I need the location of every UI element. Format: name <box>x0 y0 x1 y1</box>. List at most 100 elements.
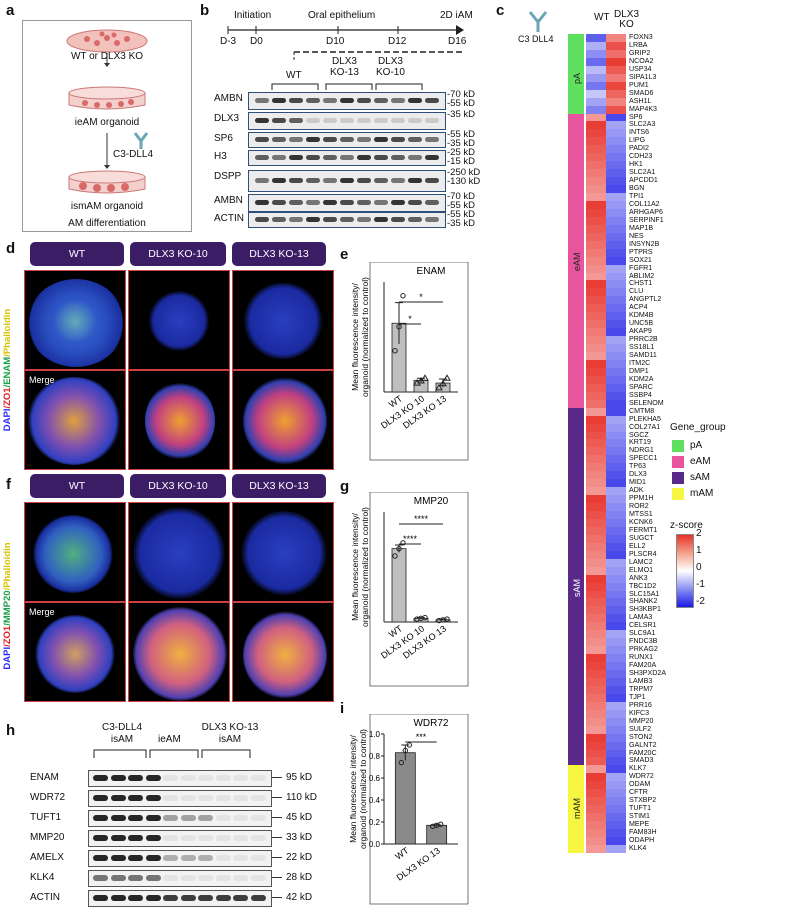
y-tick-label: 0.4 <box>369 796 381 805</box>
heatmap-cell <box>606 725 626 734</box>
heatmap-gene-label: MMP20 <box>629 716 654 725</box>
chart-ylabel: Mean fluorescence intensity/organoid (no… <box>348 729 368 849</box>
heatmap-cell <box>606 836 626 846</box>
heatmap-gene-label: INSYN2B <box>629 239 660 248</box>
heatmap-cell <box>586 630 606 639</box>
heatmap-gene-label: NCOA2 <box>629 56 654 65</box>
heatmap-cell <box>606 89 626 98</box>
blot-h-kd: 22 kD <box>286 852 313 863</box>
image-f-wt-merge: Merge <box>24 602 126 702</box>
blot-h-row-label: AMELX <box>30 852 64 863</box>
heatmap-gene-label: MAP1B <box>629 223 654 232</box>
day-label: D0 <box>250 36 263 47</box>
significance-label: * <box>419 292 423 302</box>
heatmap-gene-label: SAMD11 <box>629 351 657 359</box>
header-ko13: DLX3 KO-13 <box>232 474 326 498</box>
heatmap-cell <box>586 622 606 631</box>
heatmap-cell <box>606 701 626 711</box>
zscore-colorbar <box>676 534 694 608</box>
blot-b-row-label: AMBN <box>214 93 243 104</box>
heatmap-cell <box>606 288 626 297</box>
heatmap-cell <box>606 129 626 138</box>
blot-b-kd: -250 kD <box>447 167 481 178</box>
heatmap-gene-label: CFTR <box>629 788 648 797</box>
heatmap-cell <box>586 765 606 774</box>
heatmap-cell <box>586 773 606 782</box>
heatmap-gene-label: SH3KBP1 <box>629 605 661 614</box>
heatmap-gene-label: NES <box>629 231 644 240</box>
heatmap-gene-label: ASH1L <box>629 96 652 105</box>
blot-h-row-label: ACTIN <box>30 892 60 903</box>
chart-e: Mean fluorescence intensity/organoid (no… <box>350 262 469 461</box>
heatmap-cell <box>586 304 606 313</box>
heatmap-cell <box>606 733 626 742</box>
blot-h-row-label: WDR72 <box>30 792 66 803</box>
heatmap-cell <box>606 121 626 130</box>
heatmap-cell <box>586 185 606 194</box>
heatmap-cell <box>606 606 626 615</box>
heatmap-cell <box>606 717 626 726</box>
heatmap-cell <box>606 685 626 695</box>
h-group3-label: DLX3 KO-13 isAM <box>201 722 259 745</box>
heatmap-gene-label: KDM4B <box>629 311 654 320</box>
heatmap-cell <box>586 463 606 472</box>
heatmap-cell <box>606 216 626 226</box>
image-f-wt-mmp20 <box>24 502 126 602</box>
heatmap-cell <box>586 471 606 480</box>
heatmap-cell <box>606 789 626 798</box>
heatmap-cell <box>586 781 606 790</box>
heatmap-cell <box>606 662 626 671</box>
legend-swatch <box>672 472 684 484</box>
heatmap-gene-label: LAMA3 <box>629 613 653 622</box>
heatmap-cell <box>586 725 606 734</box>
heatmap-gene-label: FOXN3 <box>629 33 653 41</box>
panel-f-label: f <box>6 476 11 493</box>
heatmap-gene-label: SLC9A1 <box>629 629 656 638</box>
heatmap-cell <box>606 49 626 59</box>
blot-h-kd: 42 kD <box>286 892 313 903</box>
heatmap-cell <box>586 423 606 432</box>
group-ko13-label: DLX3 KO-13 <box>330 56 359 78</box>
heatmap-cell <box>586 487 606 496</box>
blot-h-kd: 45 kD <box>286 812 313 823</box>
panel-b-label: b <box>200 2 210 19</box>
heatmap-cell <box>586 193 606 202</box>
heatmap-cell <box>586 169 606 178</box>
header-wt: WT <box>30 474 124 498</box>
heatmap-cell <box>586 73 606 82</box>
heatmap-gene-label: PPM1H <box>629 494 654 503</box>
oral-epithelium-label: Oral epithelium <box>308 10 376 21</box>
bar <box>394 752 416 845</box>
heatmap-gene-label: BGN <box>629 184 645 193</box>
heatmap-gene-label: CELSR1 <box>629 621 657 630</box>
heatmap-cell <box>606 503 626 512</box>
data-point <box>402 747 409 754</box>
image-f-ko10-merge <box>128 602 230 702</box>
heatmap-cell <box>606 805 626 814</box>
heatmap-cell <box>606 383 626 393</box>
heatmap-cell <box>586 232 606 241</box>
heatmap-cell <box>606 296 626 305</box>
heatmap-gene-label: ELL2 <box>629 541 646 550</box>
heatmap-cell <box>586 670 606 679</box>
am-differentiation-label: AM differentiation <box>68 218 146 229</box>
heatmap-cell <box>586 646 606 655</box>
image-f-ko10-mmp20 <box>128 502 230 602</box>
zscore-tick: 2 <box>696 528 702 539</box>
heatmap-cell <box>606 57 626 67</box>
heatmap-cell <box>606 161 626 170</box>
heatmap-gene-label: FNDC3B <box>629 637 658 646</box>
heatmap-cell <box>606 630 626 639</box>
blot-h-kd: 95 kD <box>286 772 313 783</box>
heatmap-gene-label: CMTM8 <box>629 406 655 415</box>
heatmap-gene-label: ODAM <box>629 780 651 789</box>
heatmap-cell <box>606 582 626 591</box>
heatmap-cell <box>586 693 606 703</box>
heatmap-cell <box>606 781 626 790</box>
heatmap-gene-label: INTS6 <box>629 128 650 137</box>
heatmap-cell <box>606 741 626 750</box>
blot-b-kd: -25 kD <box>447 147 475 158</box>
heatmap-cell <box>606 359 626 369</box>
heatmap-cell <box>586 383 606 393</box>
heatmap-cell <box>606 248 626 257</box>
